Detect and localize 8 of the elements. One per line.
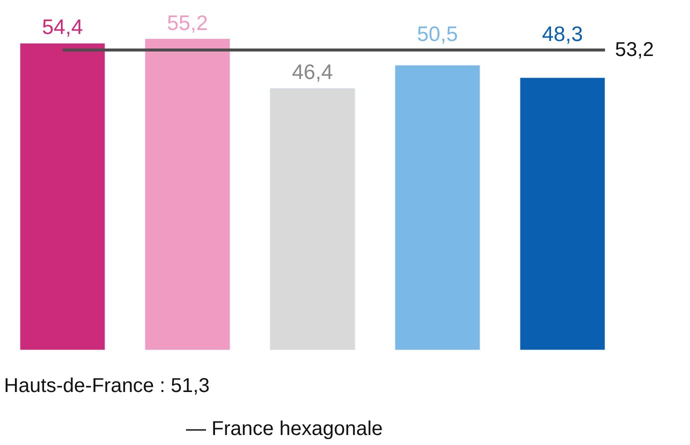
text: — France hexagonale (186, 418, 383, 440)
text: Hauts-de-France : 51,3 (4, 375, 210, 397)
data-label: 48,3 (542, 23, 583, 46)
data-label: 55,2 (167, 12, 208, 35)
data-label: 46,4 (292, 61, 334, 84)
data-label: 54,4 (42, 16, 84, 39)
data-label: 50,5 (417, 23, 458, 46)
ref-line-label: 53,2 (615, 39, 654, 61)
